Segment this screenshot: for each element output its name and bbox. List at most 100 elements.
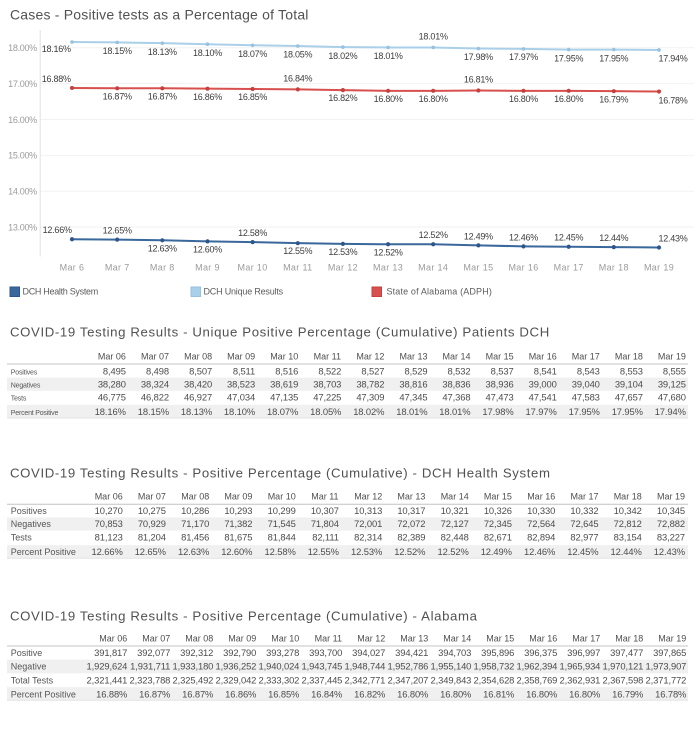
svg-text:47,225: 47,225 [313, 392, 341, 403]
svg-text:Mar 15: Mar 15 [486, 351, 514, 361]
svg-text:Mar 15: Mar 15 [463, 263, 493, 273]
svg-text:38,816: 38,816 [399, 379, 427, 390]
svg-text:47,680: 47,680 [658, 392, 686, 403]
svg-text:Mar 9: Mar 9 [195, 263, 220, 273]
svg-text:18.15%: 18.15% [138, 406, 169, 417]
svg-text:Percent Positive: Percent Positive [11, 410, 59, 417]
svg-text:8,516: 8,516 [275, 365, 298, 376]
svg-text:10,321: 10,321 [441, 505, 469, 516]
svg-text:16.88%: 16.88% [42, 74, 71, 84]
svg-text:38,420: 38,420 [184, 379, 212, 390]
svg-text:Mar 08: Mar 08 [184, 351, 212, 361]
svg-text:Mar 16: Mar 16 [508, 263, 538, 273]
svg-text:2,362,931: 2,362,931 [559, 675, 600, 686]
svg-text:Mar 09: Mar 09 [227, 351, 255, 361]
svg-text:18.10%: 18.10% [193, 48, 222, 58]
svg-text:12.53%: 12.53% [328, 247, 357, 257]
svg-text:18.10%: 18.10% [224, 406, 255, 417]
svg-text:16.80%: 16.80% [397, 688, 428, 699]
svg-text:72,072: 72,072 [397, 518, 425, 529]
svg-text:1,955,140: 1,955,140 [430, 661, 471, 672]
svg-text:18.00%: 18.00% [8, 43, 37, 53]
svg-text:394,421: 394,421 [395, 647, 428, 658]
svg-text:394,027: 394,027 [352, 647, 385, 658]
svg-text:18.13%: 18.13% [148, 47, 177, 57]
svg-text:10,299: 10,299 [268, 505, 296, 516]
svg-text:393,278: 393,278 [266, 647, 299, 658]
svg-text:Mar 17: Mar 17 [554, 263, 584, 273]
svg-text:16.78%: 16.78% [658, 96, 687, 106]
svg-text:83,154: 83,154 [614, 531, 642, 542]
svg-text:18.02%: 18.02% [353, 406, 384, 417]
svg-text:10,345: 10,345 [657, 505, 685, 516]
svg-text:Mar 11: Mar 11 [283, 263, 312, 273]
svg-text:16.78%: 16.78% [655, 688, 686, 699]
svg-text:72,001: 72,001 [354, 518, 382, 529]
svg-text:Negatives: Negatives [11, 383, 41, 390]
svg-text:10,330: 10,330 [527, 505, 555, 516]
svg-text:1,965,934: 1,965,934 [559, 661, 600, 672]
svg-text:2,349,843: 2,349,843 [430, 675, 471, 686]
svg-text:12.55%: 12.55% [308, 546, 339, 557]
svg-text:17.94%: 17.94% [655, 406, 686, 417]
svg-text:Mar 16: Mar 16 [529, 351, 557, 361]
svg-text:Negatives: Negatives [11, 519, 52, 529]
svg-text:2,371,772: 2,371,772 [645, 675, 686, 686]
svg-text:12.63%: 12.63% [178, 546, 209, 557]
svg-text:38,836: 38,836 [442, 379, 470, 390]
svg-text:12.55%: 12.55% [283, 246, 312, 256]
svg-text:8,498: 8,498 [146, 365, 169, 376]
svg-text:17.95%: 17.95% [612, 406, 643, 417]
svg-text:Mar 10: Mar 10 [268, 492, 296, 502]
svg-text:Positives: Positives [11, 506, 48, 516]
svg-text:72,345: 72,345 [484, 518, 512, 529]
svg-text:Mar 07: Mar 07 [138, 492, 166, 502]
svg-text:Percent Positive: Percent Positive [11, 547, 76, 557]
svg-text:Mar 10: Mar 10 [238, 263, 268, 273]
svg-text:47,135: 47,135 [270, 392, 298, 403]
svg-text:392,312: 392,312 [180, 647, 213, 658]
svg-text:10,286: 10,286 [181, 505, 209, 516]
svg-text:12.46%: 12.46% [524, 546, 555, 557]
svg-text:8,495: 8,495 [103, 365, 126, 376]
svg-text:17.97%: 17.97% [509, 52, 538, 62]
svg-text:82,894: 82,894 [527, 531, 555, 542]
svg-text:1,933,180: 1,933,180 [172, 661, 213, 672]
svg-text:38,936: 38,936 [486, 379, 514, 390]
svg-text:12.45%: 12.45% [567, 546, 598, 557]
svg-text:Mar 12: Mar 12 [356, 351, 384, 361]
svg-text:16.87%: 16.87% [148, 91, 177, 101]
svg-text:72,645: 72,645 [570, 518, 598, 529]
svg-text:Mar 8: Mar 8 [150, 263, 175, 273]
svg-text:18.16%: 18.16% [42, 44, 71, 54]
svg-text:10,293: 10,293 [224, 505, 252, 516]
svg-text:18.02%: 18.02% [328, 51, 357, 61]
svg-text:72,812: 72,812 [614, 518, 642, 529]
svg-text:Cases - Positive tests as a Pe: Cases - Positive tests as a Percentage o… [10, 7, 309, 23]
svg-text:71,170: 71,170 [181, 518, 209, 529]
svg-text:8,553: 8,553 [620, 365, 643, 376]
svg-text:72,564: 72,564 [527, 518, 555, 529]
svg-text:81,456: 81,456 [181, 531, 209, 542]
svg-text:10,317: 10,317 [397, 505, 425, 516]
svg-text:Mar 14: Mar 14 [443, 633, 471, 643]
svg-text:8,555: 8,555 [663, 365, 686, 376]
svg-text:396,997: 396,997 [567, 647, 600, 658]
svg-text:8,541: 8,541 [534, 365, 557, 376]
svg-text:2,354,628: 2,354,628 [473, 675, 514, 686]
svg-text:39,000: 39,000 [529, 379, 557, 390]
svg-text:Positives: Positives [11, 369, 38, 376]
svg-text:18.01%: 18.01% [439, 406, 470, 417]
svg-text:Mar 07: Mar 07 [141, 351, 169, 361]
svg-text:18.01%: 18.01% [419, 32, 448, 42]
svg-text:14.00%: 14.00% [8, 187, 37, 197]
svg-text:18.05%: 18.05% [283, 50, 312, 60]
svg-text:2,337,445: 2,337,445 [301, 675, 342, 686]
svg-text:DCH Health System: DCH Health System [23, 287, 98, 297]
svg-text:Mar 11: Mar 11 [314, 351, 341, 361]
svg-text:Mar 17: Mar 17 [570, 492, 598, 502]
svg-text:17.95%: 17.95% [569, 406, 600, 417]
svg-text:71,804: 71,804 [311, 518, 339, 529]
svg-text:Mar 06: Mar 06 [95, 492, 123, 502]
svg-text:Tests: Tests [11, 532, 33, 542]
